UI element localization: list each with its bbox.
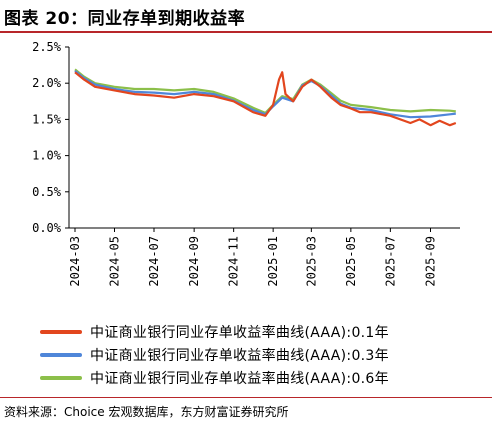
legend-swatch-2 <box>40 375 82 380</box>
legend-label-0: 中证商业银行同业存单收益率曲线(AAA):0.1年 <box>90 324 389 341</box>
chart-title: 图表 20：同业存单到期收益率 <box>4 9 246 29</box>
x-tick-label-8: 2025-07 <box>383 236 397 287</box>
legend-label-2: 中证商业银行同业存单收益率曲线(AAA):0.6年 <box>90 370 389 387</box>
legend-swatch-1 <box>40 352 82 357</box>
legend-swatch-0 <box>40 329 82 334</box>
y-tick-label-1: 0.5% <box>32 185 62 199</box>
x-tick-label-4: 2024-11 <box>227 236 241 287</box>
x-tick-label-7: 2025-05 <box>344 236 358 287</box>
title-divider <box>0 31 492 33</box>
y-tick-label-3: 1.5% <box>32 112 62 126</box>
x-tick-label-9: 2025-09 <box>424 236 438 287</box>
legend-item-0: 中证商业银行同业存单收益率曲线(AAA):0.1年 <box>40 320 480 343</box>
x-tick-label-0: 2024-03 <box>68 236 82 287</box>
line-chart: 0.0% 0.5% 1.0% 1.5% 2.0% 2.5% 2024-03 2024-05 20… <box>32 40 460 287</box>
series-line-2 <box>74 68 456 114</box>
x-tick-label-3: 2024-09 <box>187 236 201 287</box>
y-tick-label-4: 2.0% <box>32 76 62 90</box>
x-tick-label-5: 2025-01 <box>266 236 280 287</box>
x-tick-label-2: 2024-07 <box>147 236 161 287</box>
legend-label-1: 中证商业银行同业存单收益率曲线(AAA):0.3年 <box>90 347 389 364</box>
source-divider <box>0 397 492 398</box>
x-tick-label-6: 2025-03 <box>304 236 318 287</box>
series-line-1 <box>74 70 456 119</box>
chart-legend: 中证商业银行同业存单收益率曲线(AAA):0.1年 中证商业银行同业存单收益率曲… <box>40 320 480 389</box>
legend-item-2: 中证商业银行同业存单收益率曲线(AAA):0.6年 <box>40 366 480 389</box>
y-tick-label-0: 0.0% <box>32 221 62 235</box>
source-note: 资料来源：Choice 宏观数据库，东方财富证券研究所 <box>4 405 289 419</box>
x-tick-label-1: 2024-05 <box>108 236 122 287</box>
legend-item-1: 中证商业银行同业存单收益率曲线(AAA):0.3年 <box>40 343 480 366</box>
series-line-0 <box>74 71 457 127</box>
y-tick-label-5: 2.5% <box>32 40 62 54</box>
y-tick-label-2: 1.0% <box>32 149 62 163</box>
